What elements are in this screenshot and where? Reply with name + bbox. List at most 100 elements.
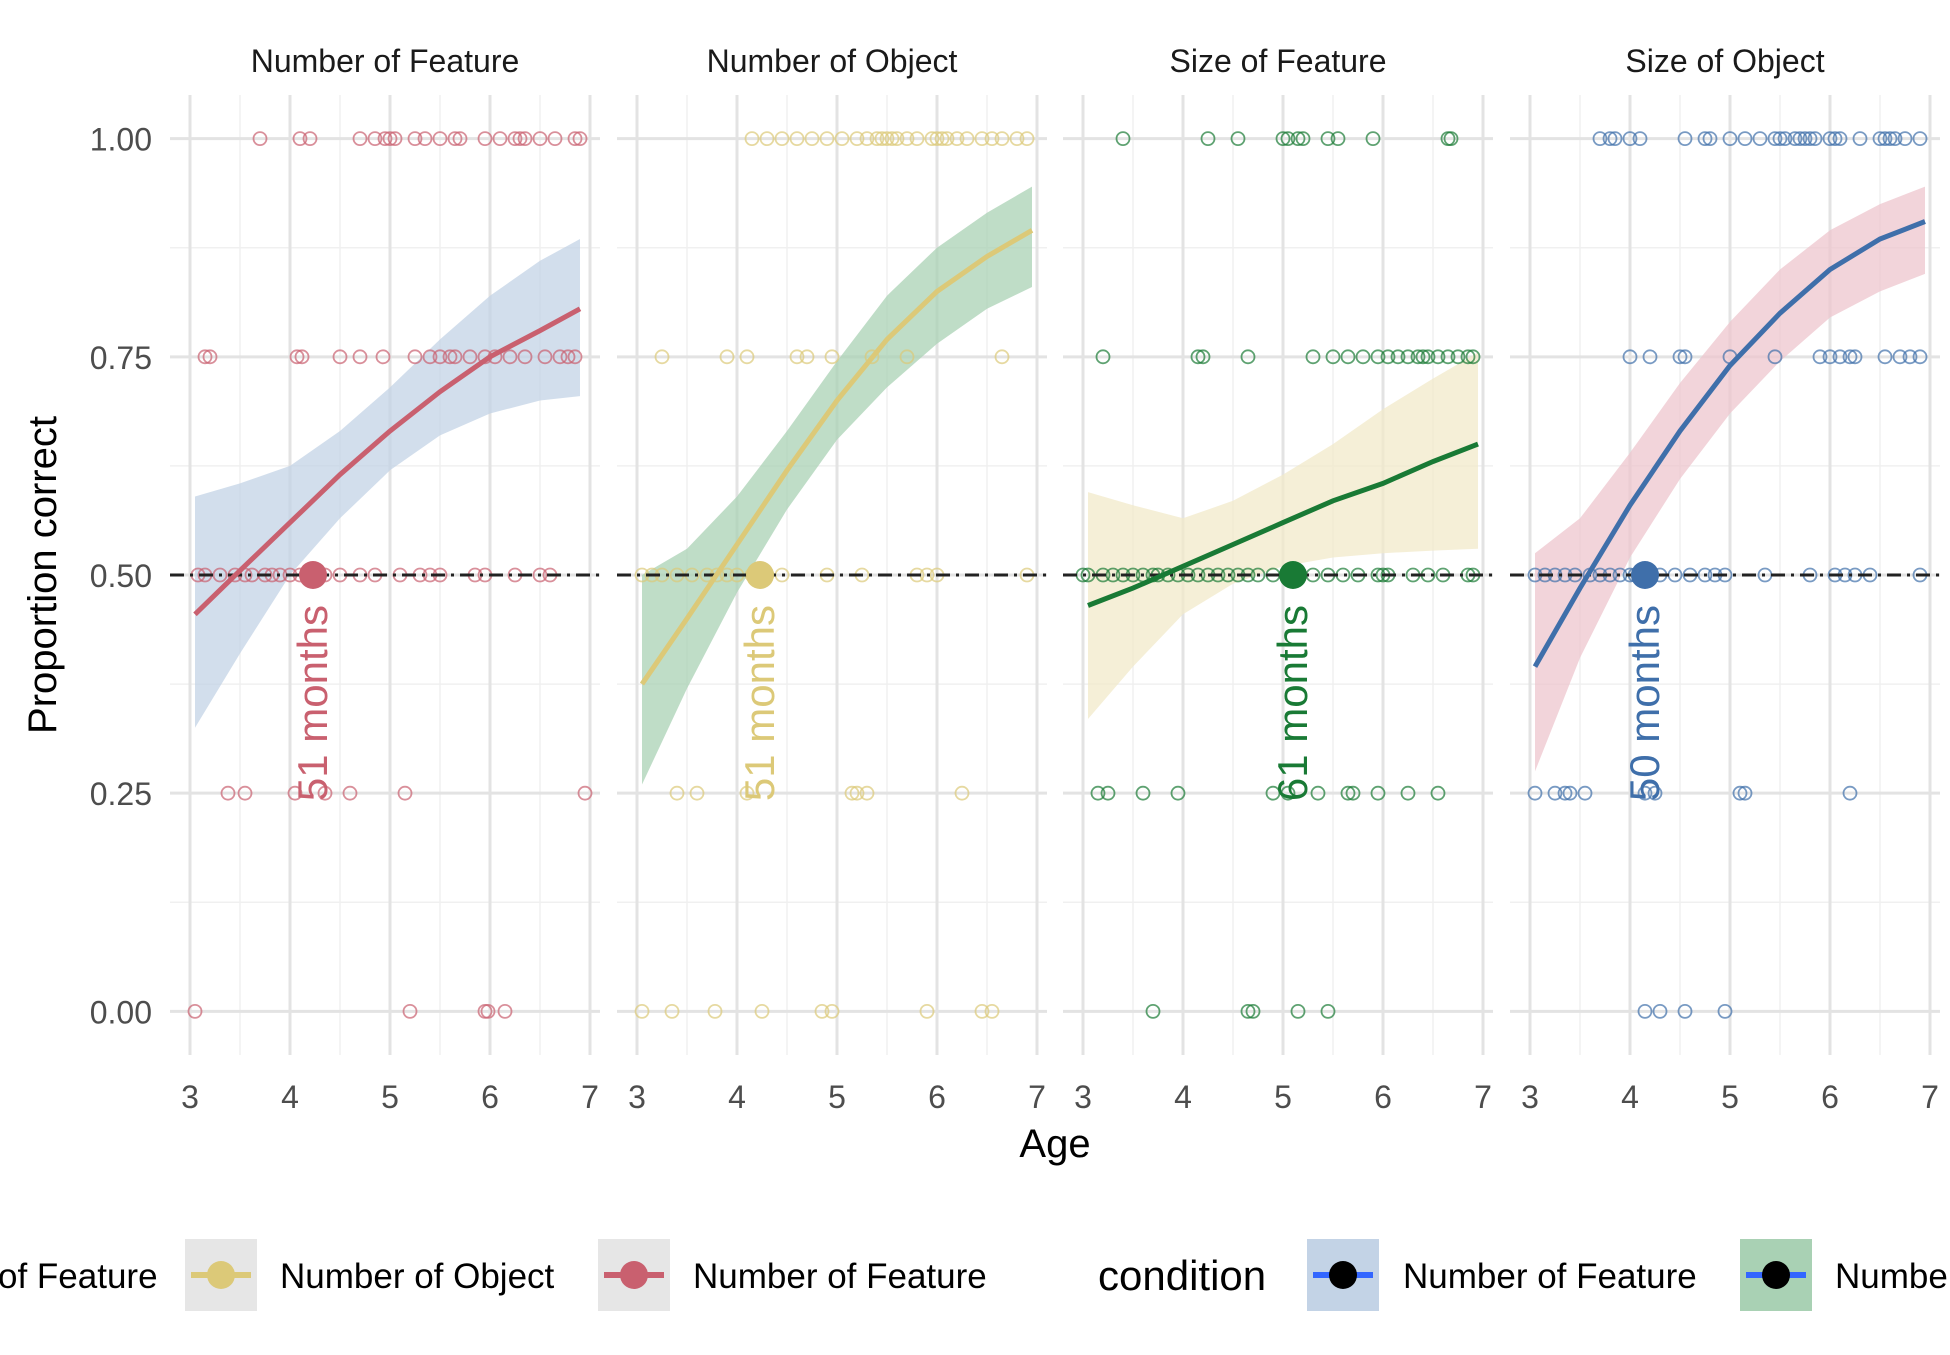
data-point xyxy=(1370,349,1386,365)
legend-label: Number of Object xyxy=(280,1257,555,1296)
data-point xyxy=(1557,785,1573,801)
data-point xyxy=(1340,349,1356,365)
data-point xyxy=(1672,349,1688,365)
data-point xyxy=(707,1003,723,1019)
data-point xyxy=(1677,349,1693,365)
data-point xyxy=(1822,349,1838,365)
data-point xyxy=(739,349,755,365)
data-point xyxy=(959,131,975,147)
data-point xyxy=(1752,131,1768,147)
data-point xyxy=(974,131,990,147)
data-point xyxy=(317,785,333,801)
data-point xyxy=(237,785,253,801)
data-point xyxy=(909,131,925,147)
data-point xyxy=(1702,131,1718,147)
data-point xyxy=(572,131,588,147)
data-point xyxy=(1200,131,1216,147)
data-point xyxy=(1807,131,1823,147)
data-point xyxy=(984,131,1000,147)
data-point xyxy=(929,131,945,147)
data-point xyxy=(1430,785,1446,801)
data-point xyxy=(824,1003,840,1019)
data-point xyxy=(220,785,236,801)
data-point xyxy=(1460,349,1476,365)
data-point xyxy=(1547,785,1563,801)
confidence-band xyxy=(642,186,1032,785)
data-point xyxy=(1852,131,1868,147)
facet-title: Size of Feature xyxy=(1170,43,1387,79)
data-point xyxy=(1250,567,1266,583)
x-tick-label: 5 xyxy=(1721,1079,1739,1115)
data-point xyxy=(1877,131,1893,147)
data-point xyxy=(919,1003,935,1019)
fitted-line xyxy=(193,306,582,617)
data-point xyxy=(1290,1003,1306,1019)
data-point xyxy=(1265,785,1281,801)
data-point xyxy=(382,131,398,147)
threshold-label: 51 months xyxy=(289,605,336,801)
data-point xyxy=(1320,131,1336,147)
data-point xyxy=(1722,131,1738,147)
data-point xyxy=(1767,131,1783,147)
data-point xyxy=(1390,349,1406,365)
facet-panel: 50 months Size of Object 3 4 5 6 7 xyxy=(1510,43,1940,1115)
threshold-marker xyxy=(1279,561,1307,589)
legend-key-point xyxy=(1762,1261,1790,1289)
data-point xyxy=(689,785,705,801)
data-point xyxy=(1330,131,1346,147)
legend-left: of Feature Number of Object Number of Feat… xyxy=(0,1239,987,1311)
data-point xyxy=(1410,349,1426,365)
x-tick-label: 3 xyxy=(1521,1079,1539,1115)
x-tick-label: 4 xyxy=(1174,1079,1192,1115)
confidence-band xyxy=(1535,186,1925,772)
fitted-line xyxy=(1532,219,1926,668)
data-point xyxy=(1632,131,1648,147)
data-point xyxy=(859,131,875,147)
data-point xyxy=(834,131,850,147)
data-point xyxy=(1320,1003,1336,1019)
data-point xyxy=(1797,131,1813,147)
fitted-line xyxy=(1087,441,1479,608)
data-point xyxy=(1100,785,1116,801)
data-point xyxy=(1577,785,1593,801)
y-tick-label: 1.00 xyxy=(90,122,152,158)
data-point xyxy=(407,131,423,147)
data-point xyxy=(1135,785,1151,801)
data-point xyxy=(1732,785,1748,801)
data-point xyxy=(422,349,438,365)
data-point xyxy=(654,349,670,365)
data-point xyxy=(1280,131,1296,147)
confidence-band xyxy=(195,239,580,728)
data-point xyxy=(1370,785,1386,801)
data-point xyxy=(202,349,218,365)
data-point xyxy=(432,131,448,147)
data-point xyxy=(1892,349,1908,365)
data-point xyxy=(1677,131,1693,147)
data-point xyxy=(1737,131,1753,147)
data-point xyxy=(739,785,755,801)
data-point xyxy=(532,131,548,147)
data-point xyxy=(1912,349,1928,365)
threshold-marker xyxy=(299,561,327,589)
facet-title: Number of Object xyxy=(707,43,958,79)
legend-label: Number of Feature xyxy=(1403,1257,1697,1296)
data-point xyxy=(567,131,583,147)
data-point xyxy=(402,1003,418,1019)
data-point xyxy=(1842,785,1858,801)
data-point xyxy=(1882,131,1898,147)
data-point xyxy=(352,349,368,365)
data-point xyxy=(1642,349,1658,365)
data-point xyxy=(432,349,448,365)
data-point xyxy=(512,131,528,147)
data-point xyxy=(774,131,790,147)
data-point xyxy=(994,349,1010,365)
data-point xyxy=(342,785,358,801)
data-point xyxy=(994,131,1010,147)
data-point xyxy=(1887,131,1903,147)
x-tick-label: 7 xyxy=(581,1079,599,1115)
data-point xyxy=(1737,785,1753,801)
data-point xyxy=(1602,131,1618,147)
data-point xyxy=(332,349,348,365)
data-point xyxy=(1443,131,1459,147)
